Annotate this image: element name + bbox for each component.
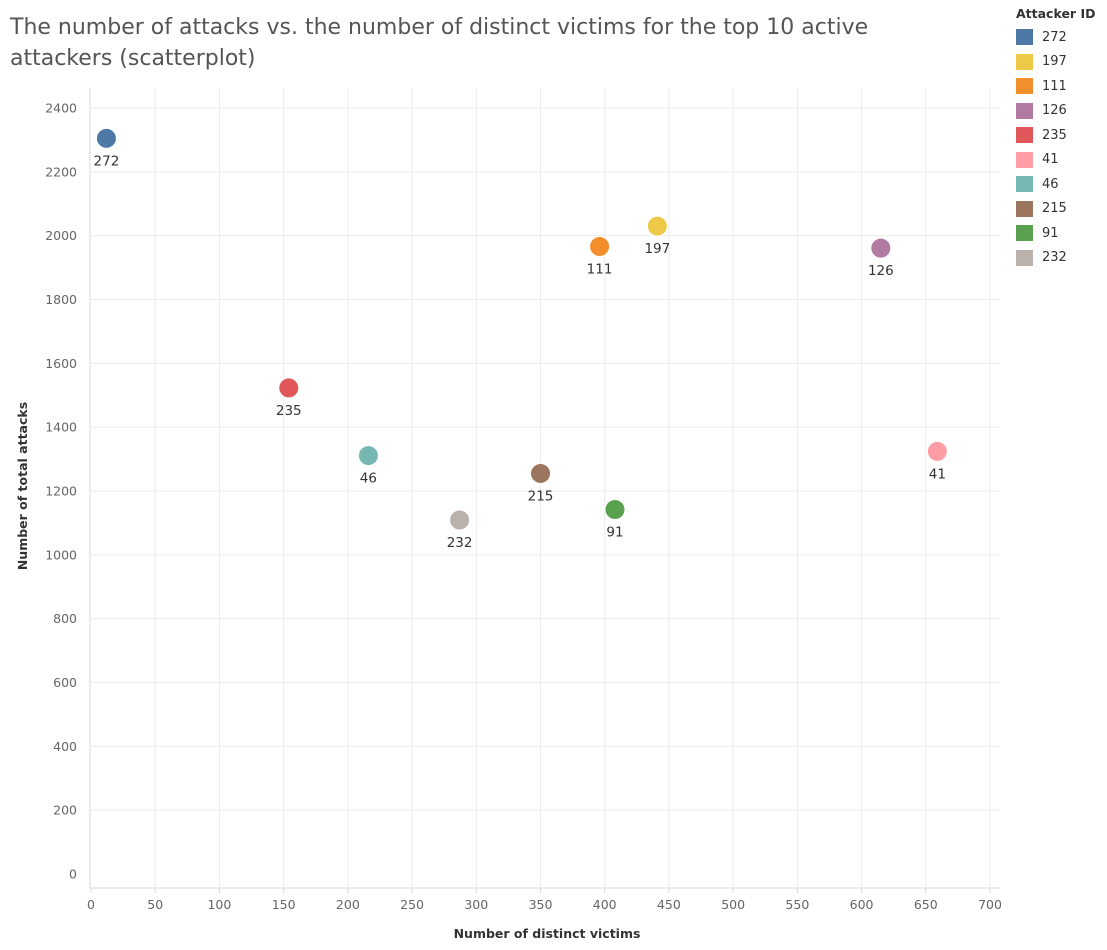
x-tick-label: 50 [147,897,163,912]
y-tick-label: 1600 [45,356,77,371]
legend-item-126[interactable]: 126 [1016,99,1106,124]
chart-title: The number of attacks vs. the number of … [10,15,869,71]
y-tick-label: 800 [53,611,77,626]
point-232[interactable] [449,509,471,531]
legend-swatch [1016,176,1033,193]
legend-item-111[interactable]: 111 [1016,74,1106,99]
legend-label: 41 [1042,152,1059,168]
point-272[interactable] [95,127,117,149]
x-tick-label: 300 [464,897,488,912]
legend-label: 46 [1042,176,1059,192]
point-126[interactable] [870,237,892,259]
legend-label: 232 [1042,250,1067,266]
legend-item-235[interactable]: 235 [1016,123,1106,148]
y-tick-label: 1000 [45,547,77,562]
y-tick-label: 1200 [45,484,77,499]
legend-items: 272 197 111 126 235 41 46 215 91 232 [1016,25,1106,270]
legend-label: 126 [1042,103,1067,119]
point-label-235: 235 [276,403,302,419]
point-41[interactable] [926,440,948,462]
legend-swatch [1016,200,1033,217]
point-235[interactable] [278,377,300,399]
legend-item-232[interactable]: 232 [1016,246,1106,271]
point-46[interactable] [357,445,379,467]
y-tick-label: 0 [69,867,77,882]
legend-swatch [1016,78,1033,95]
y-axis-label: Number of total attacks [15,402,30,570]
legend-label: 235 [1042,127,1067,143]
x-tick-label: 500 [721,897,745,912]
legend-swatch [1016,53,1033,70]
legend-swatch [1016,102,1033,119]
legend-item-41[interactable]: 41 [1016,148,1106,173]
legend-title: Attacker ID [1016,6,1096,21]
legend-item-272[interactable]: 272 [1016,25,1106,50]
x-tick-label: 350 [529,897,553,912]
legend-item-215[interactable]: 215 [1016,197,1106,222]
legend-item-91[interactable]: 91 [1016,221,1106,246]
point-label-215: 215 [528,488,554,504]
y-tick-label: 2400 [45,101,77,116]
x-tick-label: 150 [272,897,296,912]
point-label-272: 272 [94,153,120,169]
points: 272 197 111 126 235 41 46 215 91 232 [94,127,948,551]
legend-item-46[interactable]: 46 [1016,172,1106,197]
x-tick-label: 100 [207,897,231,912]
legend-label: 272 [1042,29,1067,45]
point-label-41: 41 [929,466,946,482]
x-tick-label: 200 [336,897,360,912]
x-tick-label: 400 [593,897,617,912]
point-label-232: 232 [447,535,473,551]
x-tick-label: 0 [87,897,95,912]
point-label-46: 46 [360,471,377,487]
y-tick-label: 2000 [45,228,77,243]
y-tick-label: 2200 [45,164,77,179]
legend-label: 215 [1042,201,1067,217]
point-197[interactable] [646,215,668,237]
legend-swatch [1016,249,1033,266]
x-tick-label: 700 [978,897,1002,912]
y-tick-label: 200 [53,803,77,818]
legend-swatch [1016,151,1033,168]
y-tick-label: 600 [53,675,77,690]
legend-swatch [1016,127,1033,144]
x-tick-label: 450 [657,897,681,912]
legend-label: 91 [1042,225,1059,241]
legend-label: 197 [1042,54,1067,70]
legend: Attacker ID 272 197 111 126 235 41 46 215 91 232 [1016,6,1106,270]
y-tick-label: 1800 [45,292,77,307]
point-label-197: 197 [644,241,670,257]
point-91[interactable] [604,499,626,521]
x-tick-label: 250 [400,897,424,912]
legend-item-197[interactable]: 197 [1016,50,1106,75]
point-215[interactable] [530,462,551,484]
x-tick-label: 650 [914,897,938,912]
point-label-126: 126 [868,263,894,279]
x-tick-label: 550 [785,897,809,912]
point-111[interactable] [589,236,611,258]
y-tick-label: 1400 [45,420,77,435]
point-label-91: 91 [606,525,623,541]
x-axis-label: Number of distinct victims [454,926,641,941]
legend-swatch [1016,29,1033,46]
y-tick-label: 400 [53,739,77,754]
ticks: 0200400600800100012001400160018002000220… [45,101,1002,913]
grid [89,88,1000,893]
legend-label: 111 [1042,78,1067,94]
point-label-111: 111 [587,262,613,278]
legend-swatch [1016,225,1033,242]
x-tick-label: 600 [850,897,874,912]
